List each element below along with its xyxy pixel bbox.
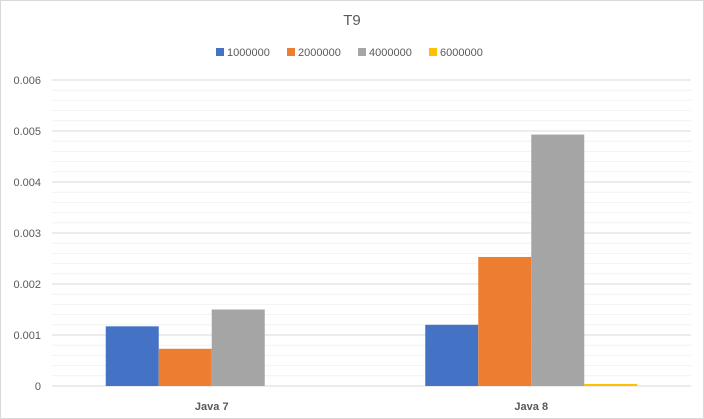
y-tick-label: 0.003	[13, 228, 41, 240]
y-tick-label: 0.001	[13, 330, 41, 342]
legend-swatch	[216, 48, 224, 56]
legend-label: 6000000	[440, 47, 483, 59]
legend-item-6000000: 6000000	[429, 47, 483, 59]
gridlines	[52, 79, 691, 387]
legend-label: 1000000	[227, 47, 270, 59]
y-tick-label: 0.005	[13, 126, 41, 138]
y-tick-label: 0.006	[13, 75, 41, 87]
legend-item-1000000: 1000000	[216, 47, 270, 59]
legend-swatch	[287, 48, 295, 56]
legend-item-2000000: 2000000	[287, 47, 341, 59]
x-tick-label: Java 8	[514, 401, 548, 413]
y-tick-label: 0.004	[13, 177, 41, 189]
chart-title: T9	[343, 12, 361, 29]
legend: 1000000 2000000 4000000 6000000	[216, 47, 483, 59]
y-tick-label: 0.002	[13, 279, 41, 291]
bar-1000000-java-7	[105, 326, 159, 386]
legend-label: 2000000	[298, 47, 341, 59]
legend-swatch	[429, 48, 437, 56]
bar-1000000-java-8	[425, 324, 479, 386]
y-tick-label: 0	[35, 381, 41, 393]
x-tick-label: Java 7	[195, 401, 229, 413]
y-axis-tick-labels: 0 0.001 0.002 0.003 0.004 0.005 0.006	[13, 75, 41, 393]
x-axis-tick-labels: Java 7 Java 8	[195, 401, 548, 413]
bar-4000000-java-8	[531, 134, 585, 386]
bar-2000000-java-7	[158, 348, 212, 386]
bar-2000000-java-8	[478, 256, 532, 386]
legend-item-4000000: 4000000	[358, 47, 412, 59]
legend-swatch	[358, 48, 366, 56]
bar-4000000-java-7	[211, 309, 265, 386]
legend-label: 4000000	[369, 47, 412, 59]
bars	[105, 134, 638, 386]
bar-6000000-java-8	[584, 383, 638, 386]
